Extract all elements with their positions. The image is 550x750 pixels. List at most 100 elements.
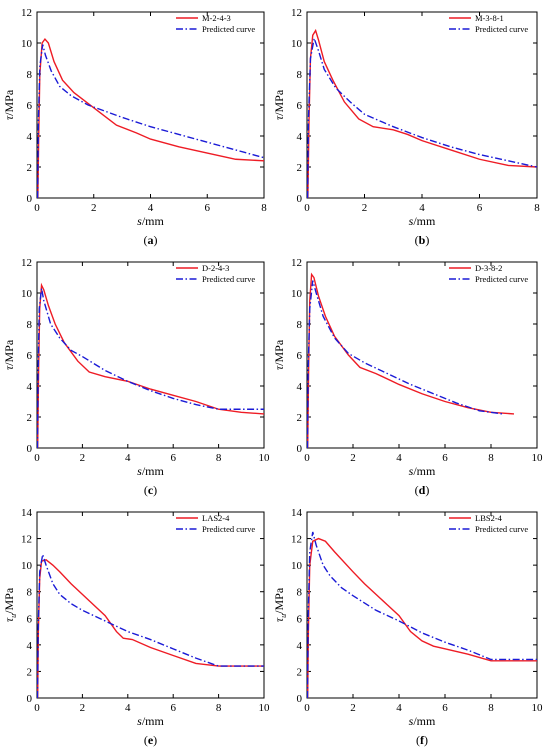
y-tick-label: 12 (21, 534, 32, 546)
y-tick-label: 12 (21, 257, 32, 269)
predicted-curve (307, 531, 537, 698)
x-axis-title: s/mm (137, 214, 164, 228)
y-tick-label: 0 (297, 193, 303, 205)
y-tick-label: 8 (297, 69, 303, 81)
y-tick-label: 0 (297, 443, 303, 455)
chart-panel-1: 0 2 4 6 8 0 2 4 6 8 10 12 s/mm τ/MPa M-3-8-1Predicted … (272, 7, 540, 247)
panel-label: (c) (144, 483, 157, 497)
chart-panel-0: 0 2 4 6 8 0 2 4 6 8 10 12 s/mm τ/MPa M-2-4-3Predicted … (2, 7, 267, 247)
y-tick-label: 12 (291, 534, 302, 546)
y-tick-label: 0 (27, 193, 33, 205)
x-tick-label: 10 (532, 452, 544, 464)
y-tick-label: 8 (297, 587, 303, 599)
y-axis-title: τ/MPa (272, 339, 286, 370)
x-tick-label: 4 (148, 202, 154, 214)
y-tick-label: 14 (291, 507, 303, 519)
legend-label: Predicted curve (202, 524, 255, 534)
y-tick-label: 8 (27, 69, 33, 81)
predicted-curve (37, 554, 264, 698)
x-tick-label: 2 (350, 452, 356, 464)
x-tick-label: 8 (534, 202, 540, 214)
chart-panel-4: 0 2 4 6 8 10 0 2 4 6 8 10 12 14 s/mm τu/MPa LAS2-4Predic… (2, 507, 270, 747)
x-tick-label: 8 (488, 702, 494, 714)
x-tick-label: 8 (216, 702, 222, 714)
panel-label: (d) (415, 483, 430, 497)
x-tick-label: 2 (80, 702, 86, 714)
y-tick-label: 2 (297, 412, 303, 424)
plot-frame (36, 511, 265, 699)
y-tick-label: 10 (21, 560, 33, 572)
plot-frame (36, 261, 265, 449)
y-tick-label: 12 (291, 7, 302, 19)
y-tick-label: 10 (21, 38, 33, 50)
x-tick-label: 0 (34, 452, 40, 464)
plot-frame (306, 511, 538, 699)
y-axis-title: τu/MPa (2, 587, 18, 622)
y-tick-label: 4 (27, 640, 33, 652)
chart-panel-2: 0 2 4 6 8 10 0 2 4 6 8 10 12 s/mm τ/MPa D-2-4-3Predicte… (2, 257, 270, 497)
x-tick-label: 0 (304, 702, 310, 714)
y-tick-label: 0 (27, 693, 33, 705)
measured-curve (37, 282, 264, 448)
predicted-curve (37, 288, 264, 448)
measured-curve (307, 28, 537, 198)
y-tick-label: 2 (297, 162, 303, 174)
x-axis-title: s/mm (409, 464, 436, 478)
y-tick-label: 4 (27, 131, 33, 143)
y-tick-label: 6 (297, 350, 303, 362)
predicted-curve (307, 35, 537, 198)
measured-curve (307, 272, 515, 448)
x-tick-label: 6 (205, 202, 211, 214)
x-axis-title: s/mm (137, 464, 164, 478)
y-tick-label: 0 (297, 693, 303, 705)
panel-label: (b) (415, 233, 430, 247)
y-tick-label: 8 (27, 587, 33, 599)
x-axis-title: s/mm (409, 214, 436, 228)
x-tick-label: 2 (91, 202, 97, 214)
x-tick-label: 0 (304, 452, 310, 464)
x-tick-label: 2 (80, 452, 86, 464)
y-tick-label: 6 (27, 350, 33, 362)
x-tick-label: 2 (350, 702, 356, 714)
y-tick-label: 12 (21, 7, 32, 19)
measured-curve (37, 559, 264, 698)
x-tick-label: 4 (396, 702, 402, 714)
x-tick-label: 2 (362, 202, 368, 214)
x-tick-label: 0 (34, 202, 40, 214)
y-tick-label: 0 (27, 443, 33, 455)
predicted-curve (37, 44, 264, 198)
x-tick-label: 4 (125, 452, 131, 464)
x-tick-label: 10 (259, 452, 271, 464)
y-axis-title: τu/MPa (272, 587, 288, 622)
x-tick-label: 6 (442, 702, 448, 714)
x-axis-title: s/mm (137, 714, 164, 728)
x-tick-label: 8 (216, 452, 222, 464)
y-tick-label: 10 (21, 288, 33, 300)
legend-label: LAS2-4 (202, 513, 230, 523)
legend-label: LBS2-4 (475, 513, 503, 523)
y-tick-label: 8 (297, 319, 303, 331)
y-tick-label: 2 (297, 666, 303, 678)
y-tick-label: 4 (297, 381, 303, 393)
y-axis-title: τ/MPa (2, 339, 16, 370)
measured-curve (307, 537, 537, 698)
y-tick-label: 6 (27, 100, 33, 112)
y-tick-label: 6 (27, 613, 33, 625)
plot-frame (306, 261, 538, 449)
x-tick-label: 8 (488, 452, 494, 464)
x-tick-label: 10 (259, 702, 271, 714)
x-tick-label: 4 (125, 702, 131, 714)
predicted-curve (307, 280, 503, 448)
panel-label: (a) (144, 233, 158, 247)
legend-label: M-2-4-3 (202, 13, 231, 23)
legend-label: Predicted curve (475, 274, 528, 284)
y-tick-label: 12 (291, 257, 302, 269)
legend-label: Predicted curve (202, 24, 255, 34)
x-tick-label: 6 (170, 702, 176, 714)
y-tick-label: 8 (27, 319, 33, 331)
x-tick-label: 6 (477, 202, 483, 214)
x-tick-label: 10 (532, 702, 544, 714)
x-tick-label: 6 (170, 452, 176, 464)
y-tick-label: 2 (27, 412, 33, 424)
panel-label: (e) (144, 733, 157, 747)
